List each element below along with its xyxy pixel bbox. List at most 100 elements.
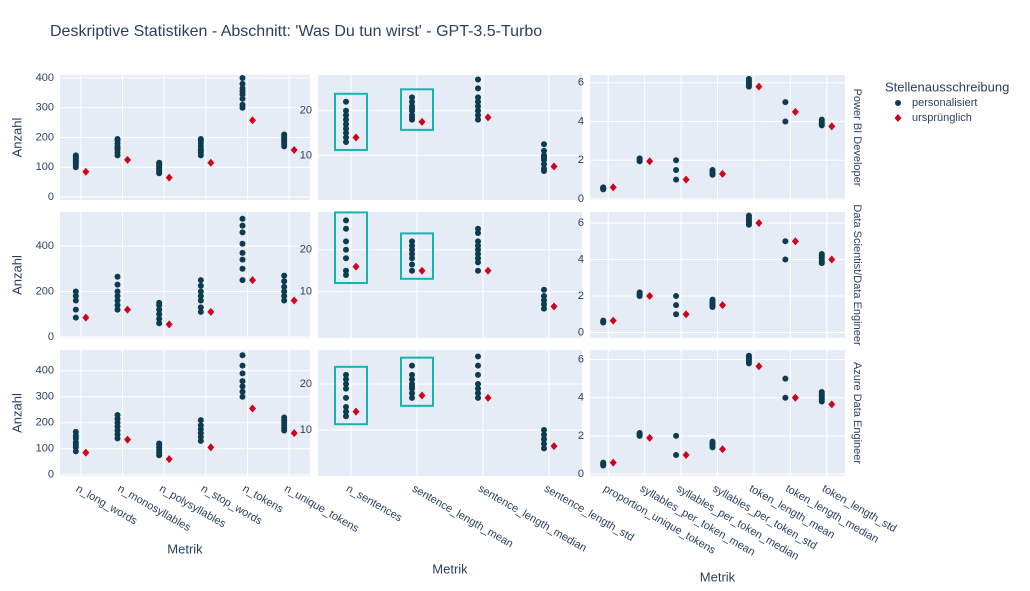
x-axis-label: Metrik [700, 569, 736, 584]
highlight-box [334, 365, 368, 426]
point [124, 305, 131, 314]
legend-label: personalisiert [912, 97, 977, 109]
point [673, 157, 680, 164]
point [673, 452, 680, 458]
point [484, 113, 492, 122]
point [165, 455, 173, 464]
point [281, 272, 288, 279]
point [72, 297, 79, 304]
point [343, 225, 349, 232]
point [114, 135, 121, 142]
point [239, 249, 246, 256]
legend-title: Stellenausschreibung [885, 79, 1009, 94]
point [475, 353, 481, 360]
highlight-box [400, 356, 434, 407]
point [409, 94, 415, 101]
point [895, 100, 901, 106]
point [207, 307, 215, 316]
y-tick-label: 0 [48, 191, 54, 203]
point [475, 362, 481, 369]
point [636, 289, 643, 296]
point [409, 255, 415, 262]
point [343, 121, 349, 128]
point [475, 394, 481, 401]
point [475, 225, 481, 232]
point [343, 98, 349, 105]
point [550, 302, 558, 311]
point [709, 166, 716, 173]
point [249, 404, 256, 413]
point [343, 408, 349, 415]
point [165, 173, 173, 182]
point [609, 316, 617, 325]
point [609, 458, 617, 467]
point [409, 98, 415, 105]
y-tick-label: 400 [36, 365, 54, 377]
point [818, 116, 825, 123]
y-tick-label: 6 [578, 217, 584, 229]
point [409, 267, 415, 274]
y-tick-label: 0 [578, 193, 584, 205]
point [541, 161, 547, 168]
point [156, 299, 163, 306]
point [72, 428, 79, 435]
y-tick-label: 0 [48, 469, 54, 481]
highlight-box [334, 92, 368, 151]
highlight-box [400, 88, 434, 131]
point [409, 246, 415, 253]
point [646, 292, 654, 300]
point [475, 76, 481, 83]
point [343, 376, 349, 383]
y-tick-label: 20 [300, 244, 312, 256]
point [541, 440, 547, 447]
point [72, 288, 79, 295]
point [114, 297, 121, 304]
point [709, 438, 716, 445]
point [475, 251, 481, 257]
point [475, 259, 481, 266]
point [343, 217, 349, 224]
point [124, 435, 131, 444]
point [239, 80, 246, 87]
point [343, 246, 349, 253]
point [72, 293, 79, 299]
point [828, 400, 836, 409]
point [541, 301, 547, 308]
point [719, 445, 726, 454]
point [719, 169, 726, 178]
point [343, 371, 349, 378]
point [82, 313, 90, 322]
row-label: Power BI Developer [851, 89, 863, 187]
point [673, 176, 680, 183]
point [475, 116, 481, 123]
point [197, 288, 204, 295]
point [82, 167, 90, 176]
point [541, 141, 547, 148]
point [343, 138, 349, 145]
panel-bg [318, 75, 582, 200]
point [418, 266, 426, 275]
point [197, 297, 204, 304]
point [541, 147, 547, 154]
point [249, 116, 256, 125]
point [894, 114, 902, 122]
point [709, 296, 716, 303]
point [828, 255, 836, 264]
y-tick-label: 10 [300, 286, 312, 298]
point [352, 133, 360, 142]
point [600, 317, 607, 324]
point [600, 184, 607, 191]
point [114, 306, 121, 313]
point [290, 429, 298, 438]
point [290, 146, 298, 154]
point [239, 74, 246, 81]
point [475, 98, 481, 105]
point [673, 432, 680, 439]
point [239, 85, 246, 92]
point [828, 122, 836, 131]
point [281, 278, 288, 285]
point [343, 130, 349, 137]
x-axis-label: Metrik [432, 561, 468, 576]
chart-title: Deskriptive Statistiken - Abschnitt: 'Wa… [50, 23, 542, 40]
x-tick-label: sentence_length_median [476, 483, 588, 555]
